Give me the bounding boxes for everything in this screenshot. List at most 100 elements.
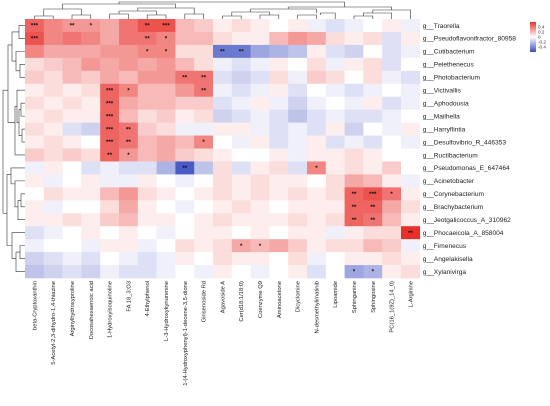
heatmap-cell xyxy=(250,239,270,253)
heatmap-cell xyxy=(288,161,308,175)
column-label: L-3-Hydroxykynurenine xyxy=(164,281,170,341)
heatmap-cell xyxy=(382,31,402,46)
column-label: 5-Acetyl-2,3-dihydro-1,4-thiazine xyxy=(51,281,57,365)
heatmap-cell xyxy=(175,31,195,46)
heatmap-cell xyxy=(25,174,45,188)
heatmap-cell xyxy=(288,19,308,33)
heatmap-cell xyxy=(382,161,402,175)
dendrogram-link xyxy=(259,14,280,19)
heatmap-cell xyxy=(382,148,402,162)
heatmap-cell xyxy=(307,213,327,227)
heatmap-cell xyxy=(119,239,139,253)
heatmap-cell xyxy=(25,19,45,33)
heatmap-cell xyxy=(25,122,45,136)
dendrogram-link xyxy=(184,13,204,19)
heatmap-cell xyxy=(194,19,214,33)
heatmap-cell xyxy=(344,239,364,253)
heatmap-cell xyxy=(288,83,308,97)
heatmap-cell xyxy=(250,96,270,110)
dendrogram-link xyxy=(6,174,12,246)
dendrogram-link xyxy=(353,15,374,19)
heatmap-cell xyxy=(382,122,402,136)
significance-mark: ** xyxy=(370,204,375,211)
heatmap-cell xyxy=(81,226,101,240)
dendrogram-link xyxy=(71,14,92,19)
heatmap-cell xyxy=(62,213,82,227)
significance-mark: * xyxy=(146,49,149,56)
heatmap-cell xyxy=(325,161,345,175)
heatmap-cell xyxy=(62,174,82,188)
heatmap-cell xyxy=(401,19,421,33)
heatmap-cell xyxy=(231,174,251,188)
heatmap-cell xyxy=(175,187,195,201)
heatmap-cell xyxy=(62,19,82,33)
heatmap-cell xyxy=(175,213,195,227)
heatmap-cell xyxy=(363,174,383,188)
heatmap-cell xyxy=(175,57,195,72)
legend-colorbar xyxy=(530,22,536,52)
heatmap-cell xyxy=(231,239,251,253)
significance-mark: ** xyxy=(145,23,150,30)
heatmap-cell xyxy=(119,213,139,227)
heatmap-cell xyxy=(382,19,402,33)
heatmap-cell xyxy=(382,57,402,72)
heatmap-cell xyxy=(250,83,270,97)
heatmap-cell xyxy=(43,226,63,240)
legend-tick-label: 0 xyxy=(538,35,541,40)
heatmap-cell xyxy=(325,252,345,266)
heatmap-cell xyxy=(307,187,327,201)
heatmap-cell xyxy=(81,213,101,227)
heatmap-cell xyxy=(269,70,289,85)
heatmap-cell xyxy=(269,96,289,110)
heatmap-cell xyxy=(62,83,82,97)
heatmap-cell xyxy=(119,70,139,85)
heatmap-cell xyxy=(175,252,195,266)
heatmap-cell xyxy=(250,122,270,136)
heatmap-cell xyxy=(363,135,383,149)
heatmap-cell xyxy=(81,239,101,253)
heatmap-cell xyxy=(288,226,308,240)
heatmap-cell xyxy=(382,135,402,149)
heatmap-cell xyxy=(213,200,233,214)
significance-mark: ** xyxy=(220,49,225,56)
heatmap-cell xyxy=(81,96,101,110)
dendrogram-link xyxy=(109,13,129,19)
heatmap-cell xyxy=(288,187,308,201)
significance-mark: *** xyxy=(106,100,114,107)
heatmap-cell xyxy=(363,148,383,162)
heatmap-cell xyxy=(269,226,289,240)
heatmap-cell xyxy=(213,226,233,240)
row-label: g__Harryflintia xyxy=(423,126,466,133)
heatmap-cell xyxy=(100,122,120,136)
row-labels: g__Traorella g__Pseudoflavonifractor_8095… xyxy=(423,23,516,276)
heatmap-cell xyxy=(156,200,176,214)
heatmap-cell xyxy=(344,109,364,123)
significance-mark: * xyxy=(372,269,375,276)
heatmap-cell xyxy=(344,31,364,46)
heatmap-cell xyxy=(307,122,327,136)
heatmap-cell xyxy=(62,200,82,214)
column-label: Docosahexaenoic acid xyxy=(89,281,95,339)
significance-mark: ** xyxy=(352,204,357,211)
heatmap-cell xyxy=(231,109,251,123)
heatmap-cell xyxy=(175,226,195,240)
heatmap-cell xyxy=(43,122,63,136)
dendrogram-link xyxy=(18,109,22,136)
heatmap-cell xyxy=(382,252,402,266)
heatmap-cell xyxy=(137,265,157,279)
dendrogram-link xyxy=(20,102,25,117)
heatmap-cell xyxy=(363,187,383,201)
heatmap-cell xyxy=(137,83,157,97)
heatmap-cell xyxy=(175,239,195,253)
heatmap-cell xyxy=(100,239,120,253)
heatmap-cell xyxy=(307,70,327,85)
heatmap-cell xyxy=(81,83,101,97)
heatmap-cell xyxy=(401,109,421,123)
heatmap-cell xyxy=(250,31,270,46)
heatmap-cell xyxy=(401,83,421,97)
heatmap-cell xyxy=(269,213,289,227)
heatmap-cell xyxy=(175,200,195,214)
dendrogram-link xyxy=(363,12,392,19)
significance-mark: * xyxy=(240,243,243,250)
heatmap-cell xyxy=(363,200,383,214)
